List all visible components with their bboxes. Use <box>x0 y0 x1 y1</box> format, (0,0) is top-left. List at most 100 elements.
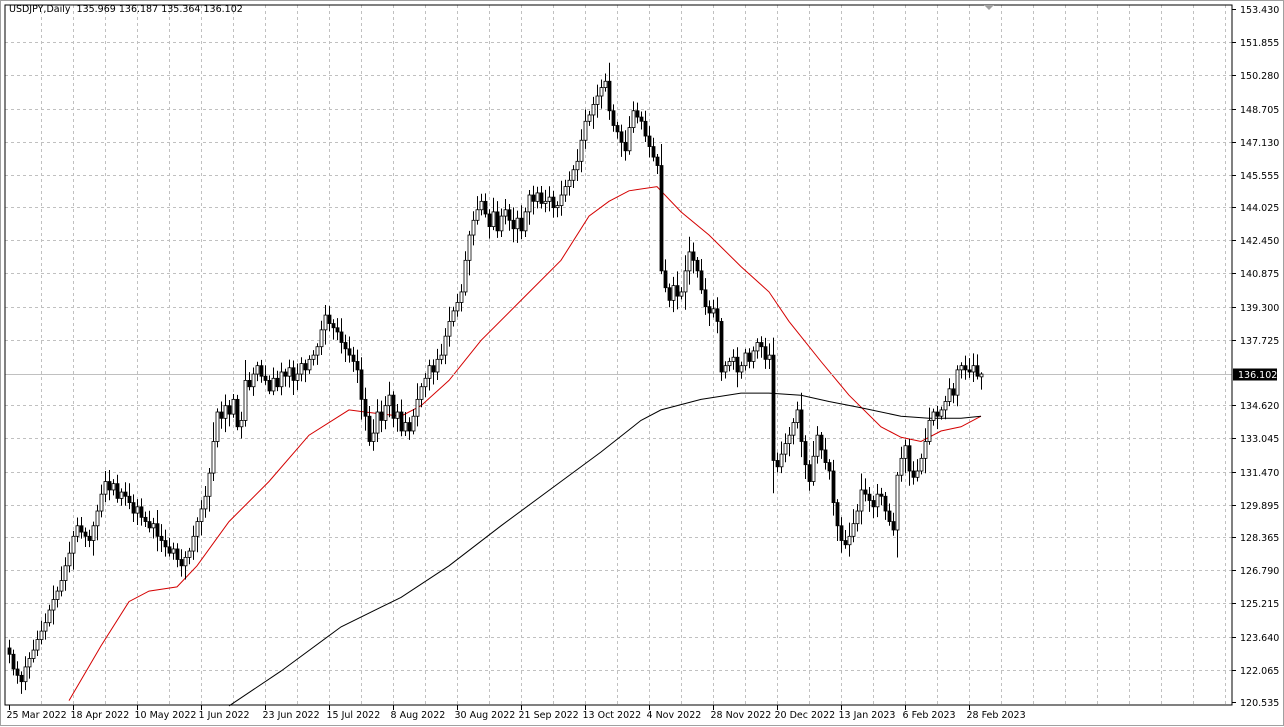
candle <box>859 473 864 525</box>
candle-body <box>367 415 372 442</box>
candle-body <box>27 658 32 668</box>
candle <box>543 189 548 213</box>
candle-body <box>319 329 324 348</box>
candle-body <box>235 398 240 428</box>
candle <box>855 504 860 532</box>
candle-body <box>191 535 196 552</box>
candle-body <box>675 285 680 297</box>
candle <box>367 406 372 446</box>
candle-body <box>679 291 684 297</box>
candle-body <box>447 321 452 337</box>
candle <box>443 328 448 365</box>
candle <box>267 375 272 395</box>
candle-body <box>907 445 912 472</box>
time-axis[interactable]: 25 Mar 2022 18 Apr 2022 10 May 2022 1 Jun 2… <box>7 705 1026 721</box>
candle <box>883 491 888 520</box>
candle-body <box>207 472 212 497</box>
candle-body <box>287 367 292 377</box>
candle <box>903 439 908 474</box>
candle-body <box>203 495 208 510</box>
candle <box>279 362 284 396</box>
candle <box>871 495 876 519</box>
candle <box>463 251 468 296</box>
candle <box>723 361 728 379</box>
candle-body <box>491 211 496 228</box>
candle-body <box>791 422 796 436</box>
candle <box>747 348 752 369</box>
high-value: 136.187 <box>118 4 159 15</box>
candle-body <box>147 521 152 529</box>
candle <box>703 278 708 315</box>
candle <box>515 210 520 243</box>
candle-body <box>763 346 768 360</box>
candle <box>907 438 912 486</box>
candle <box>711 299 716 318</box>
time-tick-label: 15 Jul 2022 <box>327 710 381 721</box>
candle-body <box>543 200 548 204</box>
candle-body <box>327 314 332 324</box>
candle <box>111 479 116 496</box>
candle <box>371 419 376 451</box>
candle-body <box>35 639 40 651</box>
candle <box>979 372 984 390</box>
candle <box>563 179 568 202</box>
candle-body <box>663 270 668 289</box>
candle <box>879 487 884 506</box>
candle-body <box>495 211 500 232</box>
candle-body <box>595 95 600 105</box>
candle-body <box>303 363 308 371</box>
candle <box>207 468 212 512</box>
candle <box>831 459 836 516</box>
candle-body <box>215 411 220 442</box>
candle <box>695 256 700 278</box>
candle-body <box>587 114 592 122</box>
candle <box>887 503 892 526</box>
candle-body <box>135 506 140 514</box>
candle-body <box>123 491 128 497</box>
price-axis[interactable]: 153.430 151.855 150.280 148.705 147.130 145.5… <box>1232 5 1279 709</box>
candle-body <box>267 380 272 392</box>
candle <box>427 359 432 391</box>
candle-body <box>607 80 612 112</box>
candle <box>727 357 732 372</box>
candle <box>783 433 788 463</box>
candle-body <box>431 365 436 373</box>
candle-body <box>707 306 712 314</box>
candle-body <box>611 110 616 126</box>
candle-body <box>919 457 924 472</box>
symbol-label: USDJPY,Daily <box>9 4 71 15</box>
candle <box>287 359 292 388</box>
candle-body <box>179 559 184 567</box>
candle <box>655 153 660 175</box>
moving-averages <box>68 186 982 707</box>
candle <box>623 130 628 161</box>
candle-body <box>515 217 520 230</box>
candle-body <box>699 270 704 291</box>
candle <box>587 110 592 126</box>
price-tick-label: 131.470 <box>1240 468 1279 479</box>
candle <box>755 338 760 359</box>
candle-body <box>271 377 276 392</box>
candle <box>87 529 92 548</box>
candle-body <box>923 441 928 459</box>
candle-body <box>259 365 264 377</box>
candles <box>7 62 984 694</box>
candle <box>27 652 32 679</box>
candle <box>479 193 484 216</box>
candle <box>851 509 856 543</box>
candle <box>895 471 900 558</box>
candle <box>235 394 240 431</box>
candle <box>947 378 952 407</box>
chart-shift-marker-icon[interactable] <box>984 5 994 10</box>
candle-body <box>411 415 416 432</box>
candle-body <box>695 259 700 272</box>
candle-body <box>891 521 896 531</box>
candle-body <box>475 209 480 221</box>
time-tick-label: 28 Feb 2023 <box>967 710 1026 721</box>
candle <box>335 318 340 340</box>
candle-body <box>839 525 844 541</box>
candle-body <box>599 87 604 97</box>
candle-body <box>419 386 424 400</box>
